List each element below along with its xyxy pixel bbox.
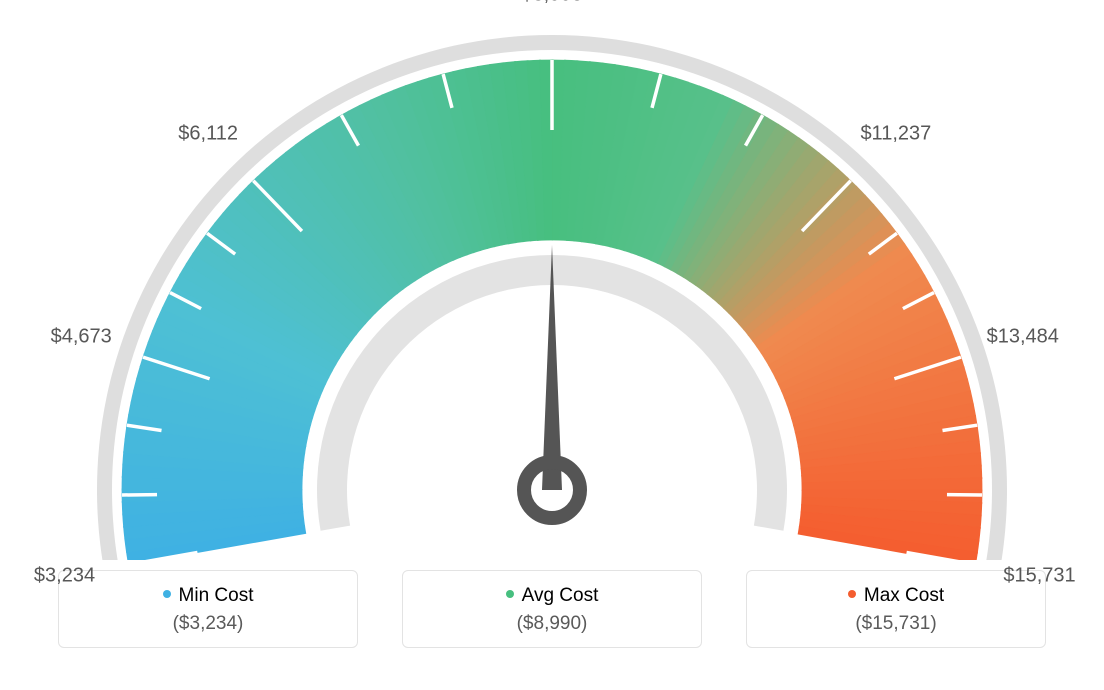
legend-title-max-text: Max Cost (864, 585, 944, 606)
gauge-svg (0, 0, 1104, 560)
dot-icon (163, 590, 171, 598)
legend-title-min-text: Min Cost (179, 585, 254, 606)
dot-icon (506, 590, 514, 598)
legend-value-max: ($15,731) (747, 613, 1045, 635)
legend-title-min: Min Cost (59, 585, 357, 607)
dot-icon (848, 590, 856, 598)
cost-gauge: $3,234$4,673$6,112$8,990$11,237$13,484$1… (0, 0, 1104, 560)
gauge-tick-label: $3,234 (34, 564, 95, 587)
legend-row: Min Cost ($3,234) Avg Cost ($8,990) Max … (0, 570, 1104, 648)
legend-card-avg: Avg Cost ($8,990) (402, 570, 702, 648)
gauge-tick-label: $11,237 (860, 122, 931, 145)
gauge-tick-label: $13,484 (987, 326, 1059, 349)
gauge-tick-label: $6,112 (178, 122, 238, 145)
legend-title-avg: Avg Cost (403, 585, 701, 607)
legend-title-avg-text: Avg Cost (522, 585, 599, 606)
legend-card-max: Max Cost ($15,731) (746, 570, 1046, 648)
gauge-tick-label: $8,990 (521, 0, 582, 7)
legend-value-avg: ($8,990) (403, 613, 701, 635)
legend-card-min: Min Cost ($3,234) (58, 570, 358, 648)
gauge-tick-label: $4,673 (51, 326, 112, 349)
legend-title-max: Max Cost (747, 585, 1045, 607)
gauge-tick-label: $15,731 (1003, 564, 1075, 587)
legend-value-min: ($3,234) (59, 613, 357, 635)
